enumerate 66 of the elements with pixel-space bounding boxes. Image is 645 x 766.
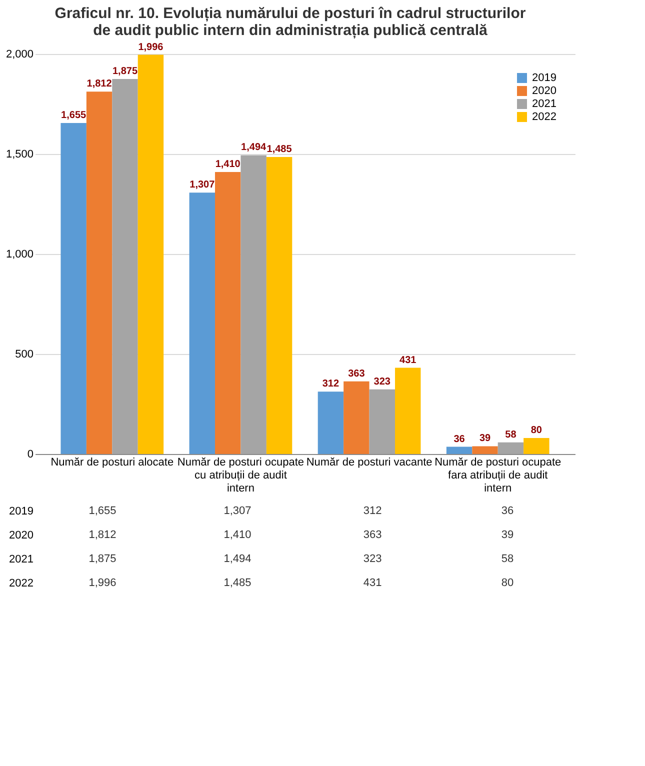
- bar: [318, 392, 344, 454]
- bar: [446, 446, 472, 454]
- text: 2020: [9, 530, 34, 542]
- bar: [369, 389, 395, 454]
- data-label: 58: [501, 553, 514, 565]
- x-tick-label: Număr de posturi alocate: [50, 456, 174, 468]
- y-tick-label: 2,000: [6, 48, 34, 60]
- text: 80: [530, 425, 542, 436]
- data-label: 1,812: [88, 529, 116, 541]
- data-label: 1,307: [224, 505, 252, 517]
- bar: [344, 381, 370, 454]
- bar: [498, 442, 524, 454]
- data-label: 36: [501, 505, 514, 517]
- y-tick-label: 500: [15, 348, 34, 360]
- text: 1,655: [61, 110, 86, 121]
- data-label: 1,494: [224, 553, 252, 565]
- text: 323: [374, 376, 390, 388]
- data-label: 1,410: [224, 529, 252, 541]
- bar: [189, 192, 215, 454]
- text: 312: [322, 378, 340, 390]
- text: 2019: [9, 506, 34, 518]
- text: 1,494: [241, 142, 266, 154]
- x-tick-label: Număr de posturi vacante: [306, 456, 432, 468]
- bar: [60, 123, 86, 454]
- legend-label: 2020: [532, 85, 556, 97]
- y-tick-label: 1,000: [6, 248, 34, 260]
- text: 1,410: [215, 159, 240, 170]
- bar: [395, 368, 421, 454]
- text: 1,812: [86, 78, 112, 90]
- bar: [240, 155, 266, 454]
- bar: [112, 79, 138, 454]
- data-label: 431: [363, 577, 382, 589]
- text: 1,996: [138, 42, 164, 53]
- bar: [215, 172, 241, 454]
- x-tick-label: Număr de posturi ocupate cu atribuții de audit intern: [177, 456, 304, 494]
- text: 1,485: [266, 144, 292, 155]
- data-label: 1,485: [224, 577, 252, 589]
- bar: [266, 157, 292, 454]
- y-tick-label: 1,500: [6, 148, 34, 160]
- data-label: 80: [501, 577, 514, 589]
- text: 2021: [9, 554, 34, 566]
- text: 1,875: [112, 66, 138, 77]
- text: 363: [348, 368, 365, 380]
- chart-title: Graficul nr. 10. Evoluția numărului de posturi în cadrul structurilor de audit public intern din administrația publică centrală: [54, 4, 526, 39]
- bar: [472, 446, 498, 454]
- text: 39: [479, 433, 491, 444]
- data-label: 363: [363, 529, 382, 541]
- data-label: 1,655: [88, 505, 116, 517]
- bar: [138, 54, 164, 454]
- legend-label: 2021: [532, 98, 556, 110]
- text: 36: [454, 434, 465, 445]
- legend-label: 2019: [532, 72, 556, 84]
- text: 2022: [9, 578, 34, 590]
- bar: [524, 438, 550, 454]
- text: 58: [505, 429, 516, 440]
- data-label: 1,875: [88, 553, 116, 565]
- x-tick-label: Număr de posturi ocupate fara atribuții de audit intern: [434, 456, 562, 494]
- data-label: 323: [363, 553, 382, 565]
- bar: [86, 92, 112, 454]
- text: 431: [400, 354, 416, 366]
- text: 1,307: [190, 180, 215, 191]
- y-tick-label: 0: [27, 448, 34, 460]
- data-label: 1,996: [88, 577, 116, 589]
- data-label: 312: [363, 505, 382, 517]
- legend-label: 2022: [532, 111, 556, 123]
- data-label: 39: [501, 529, 514, 541]
